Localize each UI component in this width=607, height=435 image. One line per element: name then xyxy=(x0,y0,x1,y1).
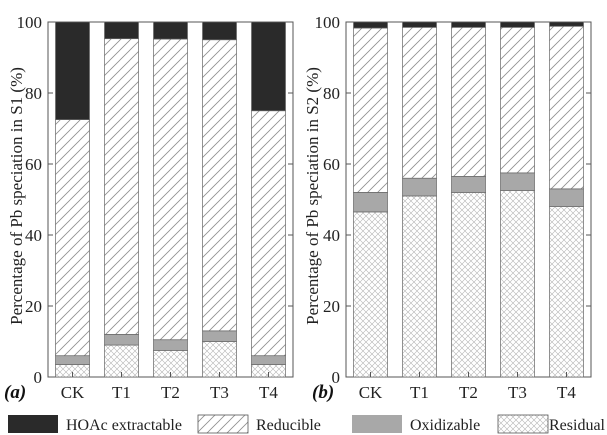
panel-b-bar-t2-residual xyxy=(451,192,486,378)
legend-label-reducible: Reducible xyxy=(256,417,321,434)
panel-b-bar-t2-reducible xyxy=(451,26,486,177)
legend-label-oxidizable: Oxidizable xyxy=(410,417,480,434)
panel-b-bar-t2-oxidizable xyxy=(451,176,486,193)
legend: HOAc extractable Reducible Oxidizable Re… xyxy=(8,414,606,434)
panel-b-ytick-label-60: 60 xyxy=(323,155,340,174)
panel-b-bar-t3-hoac-extractable xyxy=(500,21,535,28)
panel-a-ytick-label-100: 100 xyxy=(17,13,43,32)
panel-b-bar-t1-hoac-extractable xyxy=(402,21,437,28)
panel-a-ylabel: Percentage of Pb speciation in S1 (%) xyxy=(7,67,26,325)
legend-label-residual: Residual xyxy=(549,417,606,434)
panel-a-bar-t4-reducible xyxy=(251,110,286,357)
panel-b-bar-ck-oxidizable xyxy=(353,192,388,213)
panel-a-ytick-label-20: 20 xyxy=(25,297,42,316)
panel-b: Percentage of Pb speciation in S2 (%) 0 2… xyxy=(303,13,592,403)
panel-a-bar-t3-residual xyxy=(202,341,237,378)
panel-a-plot-area: 0 20 40 60 80 100 CK T1 T2 T3 T4 xyxy=(17,13,294,402)
panel-b-plot-area: 0 20 40 60 80 100 CK T1 T2 T3 T4 xyxy=(315,13,592,402)
panel-b-xtick-label-t2: T2 xyxy=(459,383,478,402)
panel-a-bar-t4-oxidizable xyxy=(251,355,286,365)
panel-a-bar-ck-oxidizable xyxy=(55,355,90,365)
panel-b-tag: (b) xyxy=(312,382,334,403)
panel-a-bar-t3-reducible xyxy=(202,39,237,332)
panel-b-ylabel: Percentage of Pb speciation in S2 (%) xyxy=(303,67,322,325)
panel-a-bar-ck-hoac-extractable xyxy=(55,21,90,120)
panel-b-bar-t4-hoac-extractable xyxy=(549,21,584,27)
panel-b-xtick-label-t3: T3 xyxy=(508,383,527,402)
panel-b-bar-t3-reducible xyxy=(500,26,535,174)
panel-b-xtick-label-ck: CK xyxy=(359,383,383,402)
panel-a-bar-t4-hoac-extractable xyxy=(251,21,286,112)
panel-b-bar-t4-oxidizable xyxy=(549,188,584,207)
panel-a-bar-t1-reducible xyxy=(104,38,139,335)
panel-b-ytick-label-100: 100 xyxy=(315,13,341,32)
panel-b-bar-t1-residual xyxy=(402,195,437,378)
panel-a-bar-t2-reducible xyxy=(153,38,188,341)
panel-a-tag: (a) xyxy=(4,382,26,403)
panel-b-bar-ck-residual xyxy=(353,211,388,378)
panel-a-xtick-label-t1: T1 xyxy=(112,383,131,402)
legend-swatch-oxidizable xyxy=(352,415,402,433)
panel-a-xtick-label-t3: T3 xyxy=(210,383,229,402)
panel-b-bar-t2-hoac-extractable xyxy=(451,21,486,28)
panel-b-bar-ck-reducible xyxy=(353,27,388,193)
panel-a-bar-t1-hoac-extractable xyxy=(104,21,139,40)
legend-label-hoac: HOAc extractable xyxy=(66,417,182,434)
panel-a-ytick-label-40: 40 xyxy=(25,226,42,245)
panel-b-xtick-label-t4: T4 xyxy=(557,383,576,402)
panel-b-bar-t4-residual xyxy=(549,206,584,378)
panel-a-ytick-label-60: 60 xyxy=(25,155,42,174)
panel-a-bar-t2-oxidizable xyxy=(153,339,188,351)
panel-b-bar-t1-oxidizable xyxy=(402,177,437,197)
legend-swatch-reducible xyxy=(197,414,249,434)
panel-a-ytick-label-0: 0 xyxy=(34,368,43,387)
panel-b-ytick-label-0: 0 xyxy=(332,368,341,387)
panel-a-xtick-label-ck: CK xyxy=(61,383,85,402)
panel-a-bar-t2-hoac-extractable xyxy=(153,21,188,40)
panel-a-xtick-label-t2: T2 xyxy=(161,383,180,402)
panel-b-bar-t4-reducible xyxy=(549,25,584,190)
panel-a-bar-ck-reducible xyxy=(55,119,90,357)
panel-b-bar-t1-reducible xyxy=(402,26,437,179)
legend-swatch-residual xyxy=(497,414,549,434)
panel-b-bar-t3-residual xyxy=(500,190,535,378)
panel-b-bar-ck-hoac-extractable xyxy=(353,21,388,29)
panel-b-ytick-label-20: 20 xyxy=(323,297,340,316)
panel-a-bar-t3-hoac-extractable xyxy=(202,21,237,41)
legend-swatch-hoac xyxy=(8,415,58,433)
panel-b-bar-t3-oxidizable xyxy=(500,172,535,191)
panel-a-bar-t1-oxidizable xyxy=(104,334,139,346)
panel-a-ytick-label-80: 80 xyxy=(25,84,42,103)
panel-a: Percentage of Pb speciation in S1 (%) 0 2… xyxy=(4,13,294,403)
panel-b-ytick-label-40: 40 xyxy=(323,226,340,245)
panel-a-xtick-label-t4: T4 xyxy=(259,383,278,402)
panel-b-xtick-label-t1: T1 xyxy=(410,383,429,402)
panel-b-ytick-label-80: 80 xyxy=(323,84,340,103)
panel-a-bar-t3-oxidizable xyxy=(202,330,237,342)
